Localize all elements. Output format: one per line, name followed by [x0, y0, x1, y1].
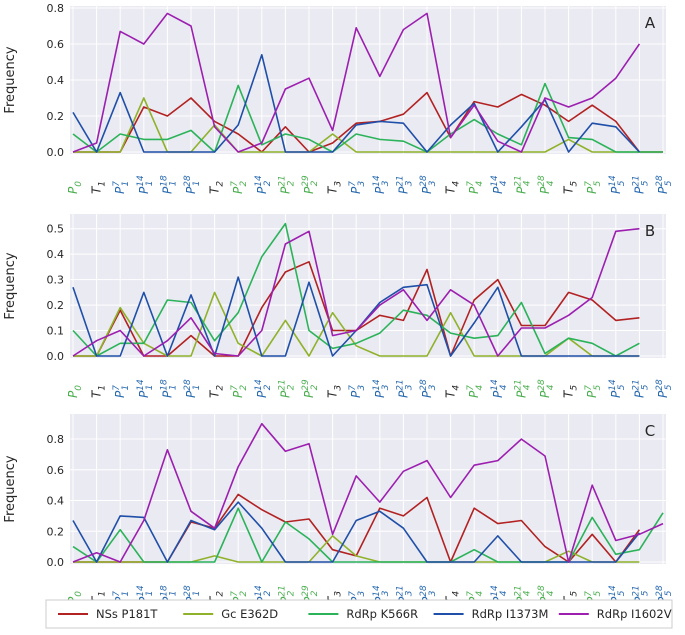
panels: 0.00.20.40.60.8FrequencyAP0T1P71P141P181… — [3, 2, 674, 604]
panel-background — [70, 214, 666, 358]
x-tick-label: P283 — [419, 175, 438, 194]
x-tick-label: P0 — [66, 181, 84, 194]
x-tick-label: P74 — [466, 181, 485, 194]
x-tick-label: P213 — [395, 175, 414, 194]
x-tick-label: P145 — [608, 379, 627, 398]
legend-item: RdRp I1602V — [558, 607, 672, 621]
x-tick-label: P284 — [537, 175, 556, 194]
panel-letter: A — [645, 14, 656, 32]
x-tick-label: P72 — [230, 385, 249, 398]
x-tick-label: T3 — [326, 385, 344, 398]
series-line-rdrp-i1602v — [72, 422, 664, 563]
x-tick-label: P0 — [66, 385, 84, 398]
x-tick-label: P143 — [372, 379, 391, 398]
x-tick-label: P73 — [348, 385, 367, 398]
y-tick-label: 0.5 — [47, 223, 65, 236]
x-tick-label: P292 — [301, 175, 320, 194]
x-tick-label: P141 — [136, 175, 155, 194]
legend-item: RdRp K566R — [308, 607, 418, 621]
x-tick-label: T3 — [326, 181, 344, 194]
x-tick-label: P213 — [395, 379, 414, 398]
y-tick-label: 0.6 — [47, 38, 65, 51]
x-tick-label: P75 — [584, 181, 603, 194]
x-tick-label: P212 — [277, 175, 296, 194]
x-tick-label: T1 — [90, 181, 108, 194]
x-tick-label: P181 — [159, 379, 178, 398]
x-tick-label: T5 — [562, 385, 580, 398]
y-tick-label: 0.2 — [47, 110, 65, 123]
x-tick-label: T2 — [208, 181, 226, 194]
x-tick-label: P285 — [655, 175, 674, 194]
panel-letter: B — [645, 222, 655, 240]
y-tick-label: 0.2 — [47, 299, 65, 312]
y-axis-label: Frequency — [3, 455, 18, 522]
series-line-nss-p181t — [73, 91, 663, 153]
y-tick-label: 0.0 — [47, 146, 65, 159]
x-tick-label: P145 — [608, 175, 627, 194]
y-axis-label: Frequency — [3, 46, 18, 113]
legend: NSs P181T Gc E362D RdRp K566R RdRp I1373M Rd… — [45, 599, 673, 629]
x-tick-label: P74 — [466, 385, 485, 398]
x-tick-label: P281 — [183, 175, 202, 194]
panel-letter: C — [645, 422, 655, 440]
x-tick-label: P71 — [112, 181, 131, 194]
legend-label: Gc E362D — [221, 607, 278, 621]
x-tick-label: P284 — [537, 379, 556, 398]
panel-C: 0.00.20.40.60.8FrequencyCP0T1P71P141P181… — [3, 414, 674, 604]
legend-label: NSs P181T — [96, 607, 158, 621]
x-tick-label: P144 — [490, 379, 509, 398]
y-tick-label: 0.8 — [47, 2, 65, 15]
y-tick-label: 0.8 — [47, 433, 65, 446]
legend-item: Gc E362D — [183, 607, 278, 621]
x-tick-label: P215 — [631, 175, 650, 194]
x-tick-label: P141 — [136, 379, 155, 398]
x-tick-label: T4 — [444, 181, 462, 194]
x-tick-label: P283 — [419, 379, 438, 398]
series-line-rdrp-i1602v — [72, 12, 641, 153]
x-tick-label: P142 — [254, 175, 273, 194]
x-tick-label: P214 — [513, 175, 532, 194]
y-tick-label: 0.4 — [47, 495, 65, 508]
x-tick-label: P181 — [159, 175, 178, 194]
legend-label: RdRp I1373M — [472, 607, 549, 621]
y-tick-label: 0.1 — [47, 325, 65, 338]
x-tick-label: P285 — [655, 379, 674, 398]
series-line-rdrp-i1602v — [72, 227, 640, 357]
x-tick-label: P281 — [183, 379, 202, 398]
y-tick-label: 0.4 — [47, 248, 65, 261]
x-tick-label: T5 — [562, 181, 580, 194]
y-tick-label: 0.6 — [47, 464, 65, 477]
x-tick-label: P215 — [631, 379, 650, 398]
legend-label: RdRp I1602V — [597, 607, 672, 621]
x-tick-label: P142 — [254, 379, 273, 398]
y-axis-label: Frequency — [3, 252, 18, 319]
x-tick-label: P292 — [301, 379, 320, 398]
x-tick-label: T1 — [90, 385, 108, 398]
y-tick-label: 0.3 — [47, 274, 65, 287]
x-tick-label: T2 — [208, 385, 226, 398]
x-tick-label: P144 — [490, 175, 509, 194]
legend-item: NSs P181T — [58, 607, 158, 621]
x-tick-label: P72 — [230, 181, 249, 194]
y-tick-label: 0.4 — [47, 74, 65, 87]
panel-A: 0.0 0.2 0.4 0.6 0.8 Frequency A P0 T1 P71 P141P181… — [3, 2, 674, 194]
x-tick-label: P75 — [584, 385, 603, 398]
series-line-rdrp-i1373m — [72, 501, 641, 563]
x-tick-label: P212 — [277, 379, 296, 398]
legend-label: RdRp K566R — [346, 607, 418, 621]
y-tick-label: 0.0 — [47, 556, 65, 569]
legend-item: RdRp I1373M — [433, 607, 549, 621]
x-tick-label: T4 — [444, 385, 462, 398]
x-tick-label: P143 — [372, 175, 391, 194]
y-tick-label: 0.0 — [47, 350, 65, 363]
panel-B: 0.00.10.20.30.40.5FrequencyBP0T1P71P141P… — [3, 214, 674, 398]
y-tick-label: 0.2 — [47, 525, 65, 538]
x-tick-label: P73 — [348, 181, 367, 194]
x-tick-label: P214 — [513, 379, 532, 398]
series-line-rdrp-k566r — [72, 82, 663, 153]
series-line-rdrp-k566r — [72, 222, 640, 357]
x-tick-label: P71 — [112, 385, 131, 398]
